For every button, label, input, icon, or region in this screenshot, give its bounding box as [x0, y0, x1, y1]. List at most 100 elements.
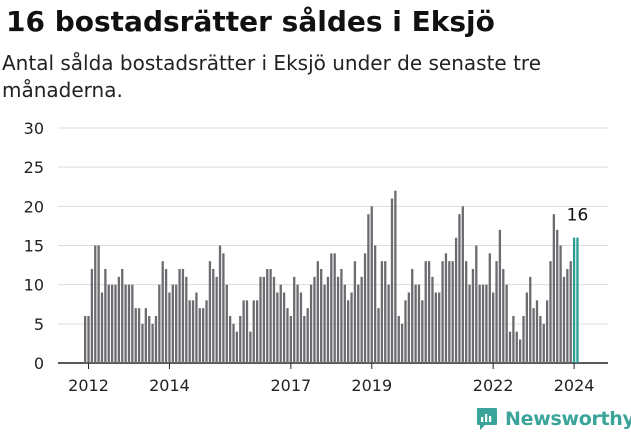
x-tick-label: 2022 — [473, 376, 514, 395]
bar — [471, 269, 475, 363]
bar — [535, 300, 539, 363]
bar — [502, 269, 505, 363]
bar — [370, 206, 373, 363]
grid-lines — [58, 127, 608, 364]
bar — [485, 284, 488, 363]
x-tick-label: 2014 — [149, 376, 190, 395]
bar — [202, 308, 205, 363]
bar — [495, 261, 498, 363]
bar — [181, 269, 185, 363]
bar — [114, 284, 117, 363]
bar — [465, 261, 468, 363]
bar — [289, 316, 292, 363]
bar — [566, 269, 569, 363]
bar — [559, 245, 562, 363]
bar — [468, 284, 471, 363]
bar — [377, 308, 380, 363]
bar — [303, 316, 306, 363]
bar — [164, 269, 168, 363]
bar — [448, 261, 451, 363]
bar — [117, 276, 121, 363]
bar-highlight — [572, 237, 576, 363]
bar — [262, 276, 266, 363]
bar — [441, 261, 444, 363]
bar — [228, 316, 232, 363]
bar — [320, 269, 323, 363]
bar — [252, 300, 255, 363]
bar — [326, 276, 330, 363]
bar — [347, 300, 350, 363]
bar — [367, 214, 370, 363]
bar — [488, 253, 491, 363]
chart-title: 16 bostadsrätter såldes i Eksjö — [6, 5, 495, 38]
bar — [427, 261, 431, 363]
bar — [185, 276, 188, 363]
bar — [296, 284, 299, 363]
bar — [360, 276, 363, 363]
bar — [188, 300, 191, 363]
bar — [545, 300, 549, 363]
bar — [110, 284, 114, 363]
bar — [444, 253, 448, 363]
bar — [552, 214, 556, 363]
bar — [336, 276, 340, 363]
bar — [148, 316, 151, 363]
bar — [434, 292, 437, 363]
bar — [158, 284, 161, 363]
bar — [286, 308, 289, 363]
bar — [242, 300, 245, 363]
y-tick-label: 30 — [24, 119, 44, 138]
bar — [306, 308, 309, 363]
bar — [458, 214, 461, 363]
bar — [417, 284, 421, 363]
bar — [90, 269, 94, 363]
y-tick-label: 0 — [34, 354, 44, 373]
bar — [239, 316, 242, 363]
bar — [97, 245, 100, 363]
bar — [518, 339, 522, 363]
bar — [178, 269, 181, 363]
bar — [205, 300, 208, 363]
bar — [461, 206, 464, 363]
bar — [279, 284, 282, 363]
bar — [124, 284, 127, 363]
bar — [104, 269, 107, 363]
bar — [272, 276, 276, 363]
bar — [323, 284, 326, 363]
bar — [87, 316, 90, 363]
bar — [121, 269, 124, 363]
bar — [212, 269, 215, 363]
x-tick-label: 2012 — [68, 376, 109, 395]
bar — [539, 316, 542, 363]
bar — [512, 316, 515, 363]
bar — [549, 261, 552, 363]
bar — [107, 284, 110, 363]
bar — [515, 331, 518, 363]
bar — [529, 276, 532, 363]
bar — [245, 300, 249, 363]
bar — [478, 284, 481, 363]
bar — [451, 261, 454, 363]
bar — [313, 276, 316, 363]
bar — [137, 308, 141, 363]
y-axis-ticks: 0 5 10 15 20 25 30 — [24, 119, 44, 373]
bar — [225, 284, 228, 363]
bar — [161, 261, 164, 363]
bar — [390, 198, 394, 363]
bar — [100, 292, 104, 363]
bar — [282, 292, 286, 363]
bar — [144, 308, 147, 363]
bar — [309, 284, 313, 363]
bar — [411, 269, 414, 363]
x-tick-label: 2017 — [270, 376, 311, 395]
bar — [84, 316, 87, 363]
bar — [94, 245, 97, 363]
bar — [330, 253, 333, 363]
y-tick-label: 5 — [34, 315, 44, 334]
y-tick-label: 15 — [24, 237, 44, 256]
bar — [475, 245, 478, 363]
bar — [532, 308, 535, 363]
bar — [542, 323, 545, 363]
chart-subtitle: Antal sålda bostadsrätter i Eksjö under … — [2, 51, 542, 102]
y-tick-label: 10 — [24, 276, 44, 295]
